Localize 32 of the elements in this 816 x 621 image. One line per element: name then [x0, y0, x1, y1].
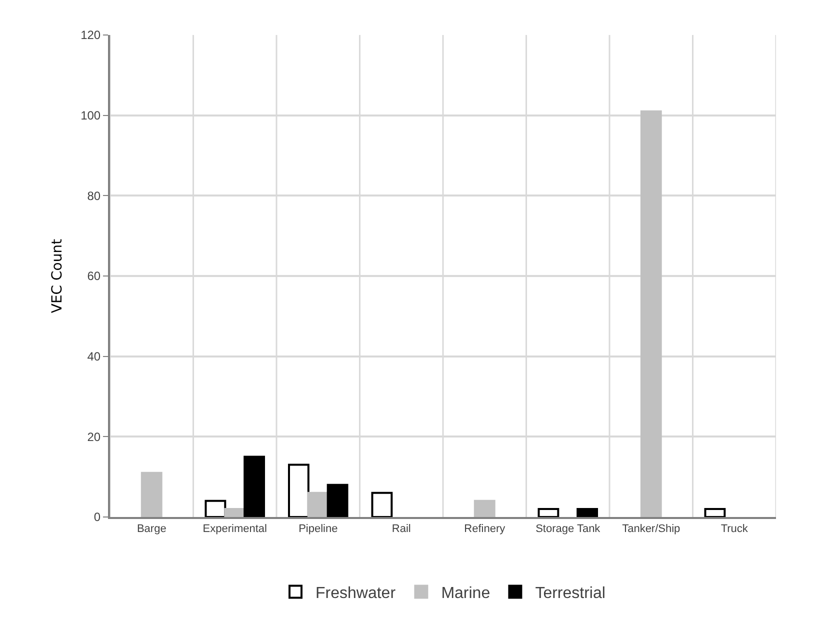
x-tick-label: Experimental — [202, 523, 267, 536]
x-tick-label: Rail — [392, 523, 411, 536]
bar — [244, 456, 266, 517]
y-tick-label: 0 — [94, 510, 101, 524]
bar — [204, 500, 226, 517]
bar — [224, 508, 246, 517]
bar — [288, 464, 310, 517]
y-tick-label: 40 — [87, 350, 101, 364]
x-tick-label: Refinery — [464, 523, 506, 536]
x-tick-label: Pipeline — [298, 523, 338, 536]
bar — [640, 110, 662, 517]
y-tick-label: 100 — [80, 108, 101, 123]
bar — [538, 508, 560, 517]
y-tick-label: 80 — [87, 188, 101, 203]
x-tick-label: Truck — [720, 523, 748, 536]
y-tick-label: 20 — [87, 430, 101, 444]
bar — [576, 508, 598, 517]
bar — [307, 492, 329, 517]
legend-label: Freshwater — [316, 584, 396, 602]
bar — [474, 500, 496, 517]
legend-label: Marine — [441, 584, 490, 602]
bar — [326, 484, 348, 517]
legend-label: Terrestrial — [535, 584, 606, 602]
y-tick-label: 120 — [80, 28, 101, 42]
bar — [140, 472, 162, 517]
bar — [371, 492, 393, 517]
bar — [704, 508, 726, 517]
y-tick-label: 60 — [87, 269, 101, 284]
x-tick-label: Tanker/Ship — [622, 523, 680, 536]
x-tick-label: Barge — [136, 523, 166, 536]
x-tick-label: Storage Tank — [536, 523, 601, 536]
y-axis-title: VEC Count — [50, 238, 66, 314]
